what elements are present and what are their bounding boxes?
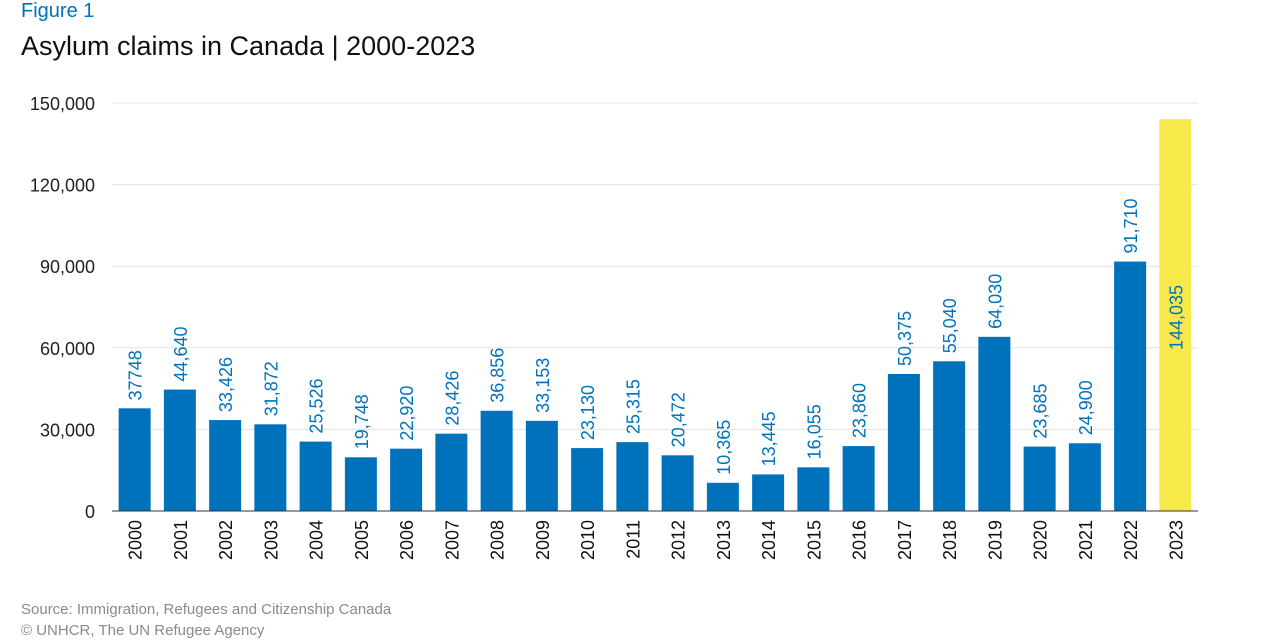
data-label: 28,426 xyxy=(442,371,462,426)
x-tick-label: 2000 xyxy=(126,520,146,560)
x-tick-label: 2012 xyxy=(669,520,689,560)
data-label: 19,748 xyxy=(352,394,372,449)
bar-2008 xyxy=(480,410,513,511)
bar-2005 xyxy=(344,457,377,511)
data-label: 55,040 xyxy=(940,298,960,353)
x-tick-label: 2011 xyxy=(623,520,643,559)
x-tick-label: 2008 xyxy=(488,520,508,560)
bar-2017 xyxy=(887,373,920,511)
data-label: 24,900 xyxy=(1076,380,1096,435)
data-label: 91,710 xyxy=(1121,198,1141,253)
x-tick-label: 2005 xyxy=(352,520,372,560)
bar-2019 xyxy=(978,336,1011,511)
data-label: 33,153 xyxy=(533,358,553,413)
y-tick-label: 150,000 xyxy=(30,94,95,114)
bar-2020 xyxy=(1023,446,1056,511)
data-label: 144,035 xyxy=(1166,285,1186,350)
bar-2002 xyxy=(209,420,242,511)
data-label: 13,445 xyxy=(759,411,779,466)
x-tick-label: 2003 xyxy=(261,520,281,560)
x-tick-label: 2001 xyxy=(171,520,191,560)
x-tick-label: 2002 xyxy=(216,520,236,560)
data-label: 33,426 xyxy=(216,357,236,412)
figure-label: Figure 1 xyxy=(21,0,95,22)
data-label: 36,856 xyxy=(488,348,508,403)
x-tick-label: 2015 xyxy=(804,520,824,560)
bar-2011 xyxy=(616,442,649,511)
data-label: 10,365 xyxy=(714,420,734,475)
data-label: 20,472 xyxy=(669,392,689,447)
y-tick-label: 30,000 xyxy=(40,420,95,440)
bar-2013 xyxy=(706,482,739,511)
data-label: 23,860 xyxy=(850,383,870,438)
bar-2001 xyxy=(163,389,196,511)
x-tick-label: 2018 xyxy=(940,520,960,560)
bar-2009 xyxy=(525,420,558,511)
x-tick-label: 2023 xyxy=(1166,520,1186,560)
data-label: 44,640 xyxy=(171,327,191,382)
data-label: 64,030 xyxy=(985,274,1005,329)
bar-2006 xyxy=(390,448,423,511)
data-label: 25,526 xyxy=(307,379,327,434)
bar-2015 xyxy=(797,467,830,511)
bar-2021 xyxy=(1068,443,1101,511)
bar-2022 xyxy=(1114,261,1147,511)
y-tick-label: 0 xyxy=(85,502,95,522)
x-tick-label: 2004 xyxy=(307,520,327,560)
bar-2014 xyxy=(752,474,785,511)
data-label: 25,315 xyxy=(623,379,643,434)
y-tick-label: 60,000 xyxy=(40,339,95,359)
data-label: 16,055 xyxy=(804,404,824,459)
bar-2004 xyxy=(299,441,332,511)
credit-note: © UNHCR, The UN Refugee Agency xyxy=(21,622,265,639)
x-tick-label: 2016 xyxy=(850,520,870,560)
x-tick-label: 2021 xyxy=(1076,520,1096,560)
y-tick-label: 90,000 xyxy=(40,257,95,277)
bar-2016 xyxy=(842,446,875,511)
x-tick-label: 2013 xyxy=(714,520,734,560)
data-label: 23,130 xyxy=(578,385,598,440)
y-tick-label: 120,000 xyxy=(30,176,95,196)
bar-2023 xyxy=(1159,119,1192,512)
data-label: 50,375 xyxy=(895,311,915,366)
x-tick-label: 2010 xyxy=(578,520,598,560)
chart-title: Asylum claims in Canada | 2000-2023 xyxy=(21,31,476,61)
bar-2010 xyxy=(571,448,604,511)
data-label: 37748 xyxy=(126,350,146,400)
data-label: 23,685 xyxy=(1031,384,1051,439)
x-tick-label: 2017 xyxy=(895,520,915,560)
x-tick-label: 2009 xyxy=(533,520,553,560)
data-label: 31,872 xyxy=(261,361,281,416)
x-tick-label: 2022 xyxy=(1121,520,1141,560)
x-tick-label: 2006 xyxy=(397,520,417,560)
x-tick-label: 2014 xyxy=(759,520,779,560)
x-tick-label: 2007 xyxy=(442,520,462,560)
bar-2000 xyxy=(118,408,151,511)
x-tick-label: 2020 xyxy=(1031,520,1051,560)
bar-2018 xyxy=(933,361,966,511)
source-note: Source: Immigration, Refugees and Citize… xyxy=(21,601,392,618)
data-label: 22,920 xyxy=(397,386,417,441)
bar-2012 xyxy=(661,455,694,511)
bar-2007 xyxy=(435,433,468,511)
x-tick-label: 2019 xyxy=(985,520,1005,560)
bar-2003 xyxy=(254,424,287,511)
